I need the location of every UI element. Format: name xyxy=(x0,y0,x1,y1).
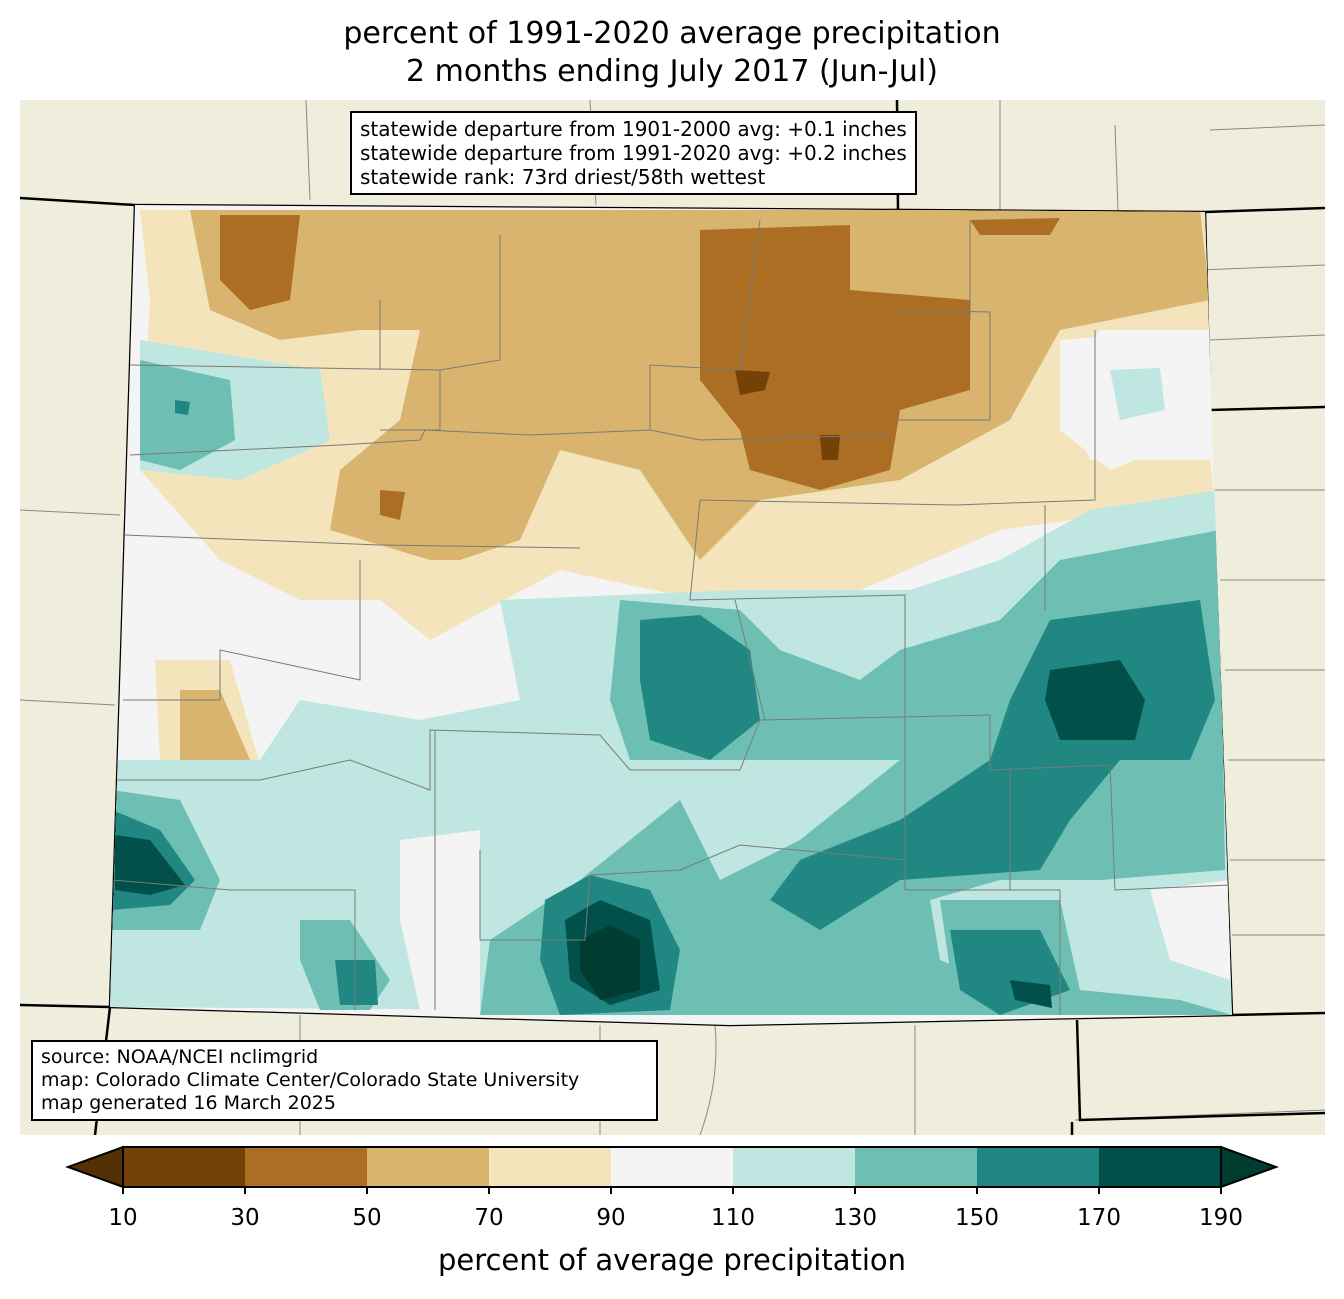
colorbar-segment xyxy=(1099,1147,1221,1187)
colorbar-segment xyxy=(977,1147,1099,1187)
statewide-stats-box: statewide departure from 1901-2000 avg: … xyxy=(350,111,917,195)
precipitation-contours xyxy=(110,205,1232,1025)
colorbar-tick-label: 30 xyxy=(230,1205,260,1231)
colorbar-segment xyxy=(733,1147,855,1187)
colorbar-segment xyxy=(855,1147,977,1187)
credits-map: map: Colorado Climate Center/Colorado St… xyxy=(41,1069,580,1091)
colorbar-tick-label: 130 xyxy=(833,1205,877,1231)
colorbar xyxy=(65,1145,1279,1194)
colorbar-tick-label: 110 xyxy=(711,1205,755,1231)
colorbar-under-arrow xyxy=(65,1145,124,1189)
colorbar-tick-label: 10 xyxy=(108,1205,138,1231)
colorbar-tick-label: 170 xyxy=(1077,1205,1121,1231)
title-line-2: 2 months ending July 2017 (Jun-Jul) xyxy=(406,54,938,89)
stats-departure-1991-2020: statewide departure from 1991-2020 avg: … xyxy=(360,141,907,165)
credits-generated: map generated 16 March 2025 xyxy=(41,1092,336,1114)
colorbar-tick-label: 190 xyxy=(1199,1205,1243,1231)
colorbar-segment xyxy=(611,1147,733,1187)
colorbar-tick-label: 50 xyxy=(352,1205,382,1231)
colorbar-label: percent of average precipitation xyxy=(437,1243,907,1277)
colorbar-over-arrow xyxy=(1220,1145,1279,1189)
colorbar-tick-label: 150 xyxy=(955,1205,999,1231)
stats-departure-1901-2000: statewide departure from 1901-2000 avg: … xyxy=(360,117,907,141)
colorbar-segment xyxy=(367,1147,489,1187)
credits-source: source: NOAA/NCEI nclimgrid xyxy=(41,1046,319,1068)
colorbar-tick-label: 70 xyxy=(474,1205,504,1231)
colorbar-segment xyxy=(245,1147,367,1187)
colorbar-segment xyxy=(123,1147,245,1187)
stats-rank: statewide rank: 73rd driest/58th wettest xyxy=(360,165,766,189)
title-line-1: percent of 1991-2020 average precipitati… xyxy=(343,16,1001,51)
credits-box: source: NOAA/NCEI nclimgrid map: Colorad… xyxy=(31,1040,658,1121)
colorbar-segment xyxy=(489,1147,611,1187)
colorbar-outline xyxy=(122,1146,1222,1188)
colorbar-tick-label: 90 xyxy=(596,1205,626,1231)
county-lines xyxy=(110,219,1231,1015)
